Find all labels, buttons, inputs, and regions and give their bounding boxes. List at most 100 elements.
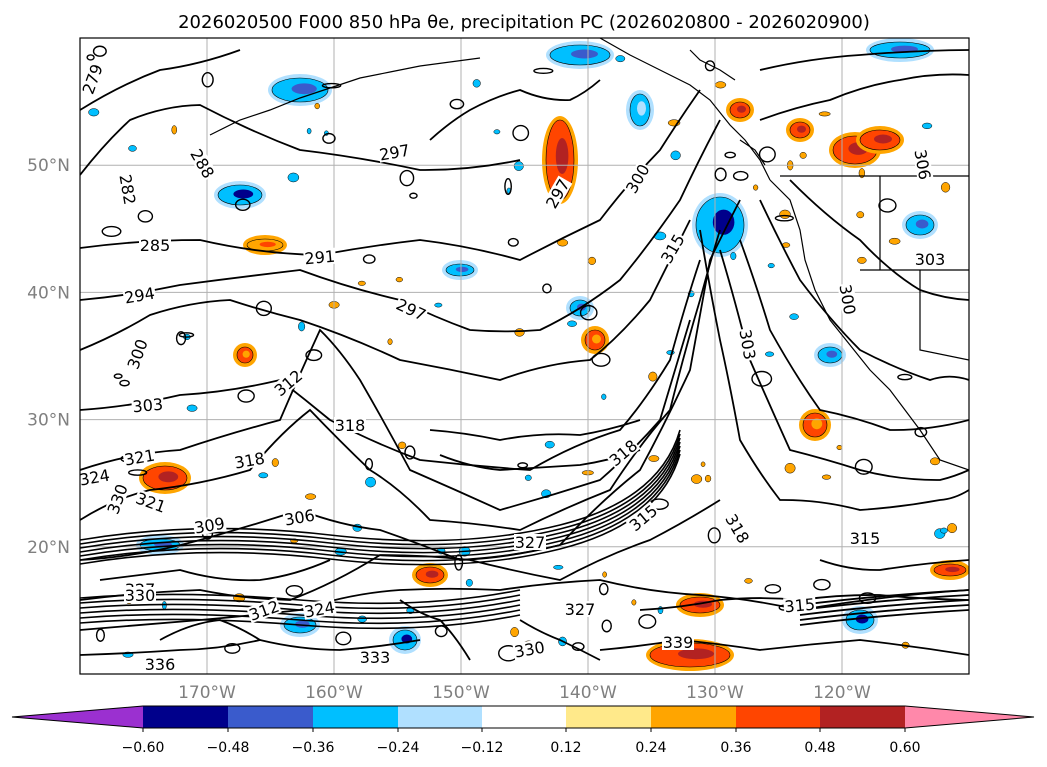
theta-e-contour [434,625,448,638]
contour-label-text: 285 [140,236,171,255]
colorbar-segment [566,706,651,728]
colorbar-tick-label: −0.24 [377,740,420,756]
precip-speck [921,122,933,130]
theta-e-contour [175,331,187,346]
theta-e-contour [99,559,331,582]
contour-label-text: 327 [565,600,596,619]
theta-e-contour [86,54,95,61]
precip-speck [670,150,681,161]
precip-core [797,125,806,133]
lon-tick-label: 170°W [178,683,236,703]
theta-e-contour [507,237,519,247]
coastline [739,139,766,166]
theta-e-contour [178,332,195,338]
precip-core [637,101,646,116]
precip-speck [171,125,177,135]
precip-speck [472,79,481,88]
theta-e-contour [799,594,969,611]
latitude-labels: 20°N 30°N 40°N 50°N [27,156,70,558]
theta-e-contour [799,589,969,606]
contour-label-text: 291 [304,247,336,269]
theta-e-contour [119,379,130,387]
colorbar-tick-label: −0.60 [122,740,165,756]
precip-speck [765,351,775,357]
precip-core [678,648,714,660]
contour-label: 324 [80,466,112,490]
precip-speck [930,457,941,466]
precip-speck [306,127,312,135]
theta-e-contour [819,559,969,571]
theta-e-contour [429,419,641,441]
contour-label-text: 330 [125,586,156,605]
theta-e-contour [638,614,657,629]
theta-e-contour [579,304,598,321]
contour-label: 318 [334,416,366,435]
plot-title: 2026020500 F000 850 hPa θe, precipitatio… [178,12,870,33]
precip-speck [588,256,596,265]
precip-core [737,105,746,113]
theta-e-contour [80,609,521,625]
colorbar-segment [398,706,482,728]
theta-e-contour [399,169,415,187]
precip-speck [784,462,796,474]
precip-speck [567,320,577,327]
theta-e-contour [724,151,737,159]
precip-core [945,566,960,573]
precip-speck [779,209,791,219]
contour-label: 303 [735,327,759,362]
precip-speck [513,161,524,171]
theta-e-contour [449,98,465,110]
theta-e-contour [80,437,681,550]
precip-speck [631,599,637,606]
colorbar-tick-label: 0.60 [889,740,920,756]
precip-speck [557,239,569,247]
precip-speck [767,263,775,269]
contour-label: 336 [144,655,176,674]
precip-speck [357,615,367,623]
theta-e-contour [759,73,969,121]
contour-label: 282 [115,172,139,207]
precip-speck [271,458,279,467]
contour-label: 333 [359,648,391,667]
contour-label-text: 303 [915,250,946,269]
contour-label: 291 [303,247,337,269]
theta-e-contour [364,457,374,471]
precip-speck [258,472,269,479]
precip-speck [700,461,706,467]
precip-speck [691,474,703,484]
theta-e-contour [707,527,721,544]
precip-core [874,134,892,144]
coastline [599,38,771,181]
contour-label: 312 [246,596,282,625]
map-frame [79,37,970,675]
precip-speck [305,493,317,500]
lon-tick-label: 140°W [559,683,617,703]
theta-e-contour [137,210,154,223]
theta-e-contour [799,609,969,626]
precip-speck [465,578,473,587]
theta-e-contour [80,259,701,471]
contour-label: 324 [302,598,337,622]
coastline [689,49,736,81]
precip-speck [648,371,658,382]
precip-speck [615,55,626,63]
theta-e-contour [234,198,251,212]
theta-e-contour [764,584,782,594]
theta-e-contour [533,67,554,75]
colorbar-segment [736,706,820,728]
theta-e-contour [732,170,749,181]
colorbar-tick-label: 0.48 [804,740,835,756]
coastline [209,57,481,136]
precip-core [242,350,250,358]
colorbar-segment [482,706,566,728]
theta-e-contour [80,219,691,381]
precip-core [571,49,598,59]
theta-e-contour [92,45,107,57]
theta-e-contour [601,619,612,633]
contour-label: 285 [139,236,171,255]
colorbar-tick-label: −0.36 [292,740,335,756]
contour-label: 318 [721,510,753,547]
theta-e-contour [591,352,611,367]
precip-speck [888,237,901,245]
precip-speck [940,527,948,534]
